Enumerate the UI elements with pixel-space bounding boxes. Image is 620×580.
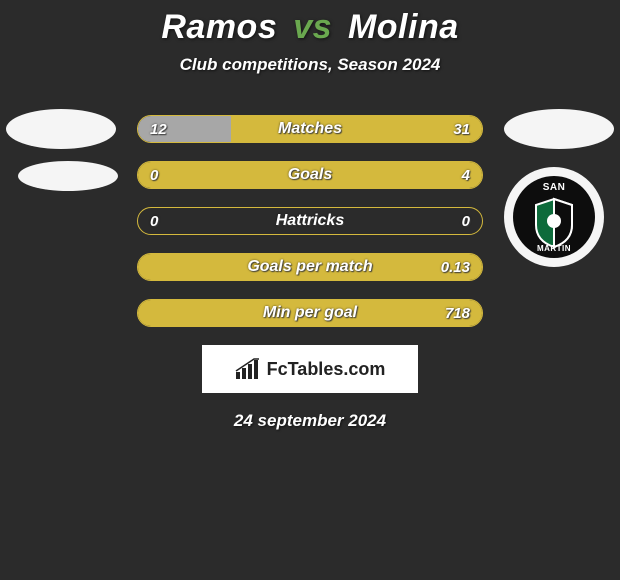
stat-value-right: 31 [453, 116, 470, 142]
date-text: 24 september 2024 [0, 411, 620, 431]
brand-box: FcTables.com [202, 345, 418, 393]
stat-label: Goals [138, 162, 482, 188]
club-badge-text-top: SAN [543, 182, 566, 193]
stat-label: Matches [138, 116, 482, 142]
subtitle: Club competitions, Season 2024 [0, 55, 620, 75]
player2-club-badge: SAN MARTIN [504, 167, 604, 267]
player1-club-placeholder [18, 161, 118, 191]
brand-text: FcTables.com [267, 359, 386, 380]
stat-row: Goals per match0.13 [137, 253, 483, 281]
player1-avatar-placeholder [6, 109, 116, 149]
stat-label: Goals per match [138, 254, 482, 280]
stat-label: Min per goal [138, 300, 482, 326]
club-badge-inner: SAN MARTIN [513, 176, 595, 258]
stat-value-right: 0.13 [441, 254, 470, 280]
club-badge-text-bottom: MARTIN [537, 244, 571, 253]
player2-name: Molina [348, 8, 459, 46]
comparison-chart: SAN MARTIN Matches1231Goals04Hattricks00… [0, 115, 620, 327]
stat-rows: Matches1231Goals04Hattricks00Goals per m… [137, 115, 483, 327]
stat-row: Matches12 31 [137, 115, 483, 143]
stat-row: Min per goal718 [137, 299, 483, 327]
stat-value-right: 718 [445, 300, 470, 326]
vs-text: vs [287, 8, 338, 46]
stat-value-left: 12 [150, 116, 167, 142]
player2-avatar-placeholder [504, 109, 614, 149]
stat-row: Hattricks0 0 [137, 207, 483, 235]
stat-value-right: 0 [462, 208, 470, 234]
stat-value-left: 0 [150, 208, 158, 234]
bar-chart-icon [235, 358, 261, 380]
stat-row: Goals0 4 [137, 161, 483, 189]
shield-icon [532, 197, 576, 249]
page-title: Ramos vs Molina [0, 0, 620, 47]
stat-label: Hattricks [138, 208, 482, 234]
stat-value-right: 4 [462, 162, 470, 188]
stat-value-left: 0 [150, 162, 158, 188]
player1-name: Ramos [161, 8, 277, 46]
